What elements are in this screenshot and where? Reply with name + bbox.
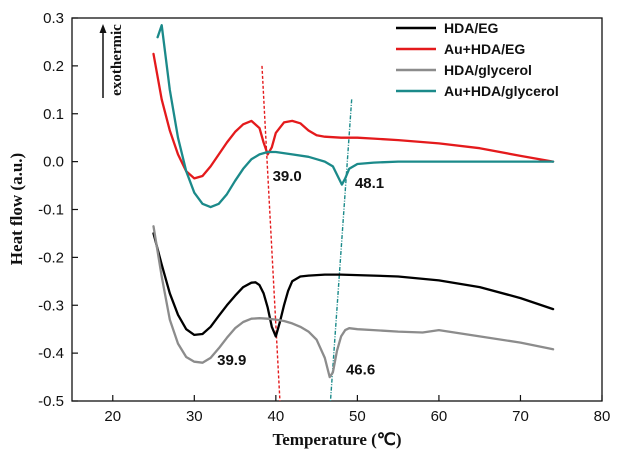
x-tick-label: 30 bbox=[186, 408, 203, 425]
peak-annotations: 39.0 48.1 39.9 46.6 bbox=[217, 168, 384, 379]
exotherm-label: exothermic bbox=[109, 24, 125, 96]
y-tick-label: -0.3 bbox=[38, 297, 64, 314]
y-tick-label: -0.1 bbox=[38, 202, 64, 219]
x-axis-title: Temperature (℃) bbox=[272, 430, 401, 449]
series-layer bbox=[152, 24, 555, 379]
y-tick-label: 0.2 bbox=[43, 58, 64, 75]
peak-label: 48.1 bbox=[355, 175, 384, 192]
peak-label: 46.6 bbox=[346, 362, 375, 379]
legend-label: HDA/EG bbox=[444, 20, 499, 36]
exotherm-arrow-head bbox=[99, 24, 107, 33]
guide-line-teal bbox=[329, 99, 353, 402]
legend-label: HDA/glycerol bbox=[444, 62, 532, 78]
axis-ticks: 20 30 40 50 60 70 80 -0.5 -0.4 -0.3 -0.2 -0.1 0.0 0.1… bbox=[38, 10, 610, 425]
exotherm-indicator: exothermic bbox=[99, 24, 125, 98]
x-tick-label: 40 bbox=[268, 408, 285, 425]
guide-line-red bbox=[261, 65, 281, 402]
y-tick-label: 0.1 bbox=[43, 106, 64, 123]
peak-label: 39.9 bbox=[217, 352, 246, 369]
y-tick-label: 0.3 bbox=[43, 10, 64, 27]
y-tick-label: 0.0 bbox=[43, 154, 64, 171]
x-tick-label: 20 bbox=[104, 408, 121, 425]
series-line-hda-eg bbox=[152, 232, 555, 338]
x-tick-label: 50 bbox=[349, 408, 366, 425]
series-line-au-hda-glycerol bbox=[156, 24, 555, 209]
legend-label: Au+HDA/glycerol bbox=[444, 83, 559, 99]
x-tick-label: 80 bbox=[594, 408, 611, 425]
y-tick-label: -0.4 bbox=[38, 345, 64, 362]
y-axis-title: Heat flow (a.u.) bbox=[7, 153, 26, 265]
y-tick-label: -0.2 bbox=[38, 249, 64, 266]
peak-label: 39.0 bbox=[273, 168, 302, 185]
series-line-hda-glycerol bbox=[152, 225, 555, 379]
legend-label: Au+HDA/EG bbox=[444, 41, 525, 57]
x-tick-label: 70 bbox=[512, 408, 529, 425]
guide-lines bbox=[261, 65, 353, 402]
x-tick-label: 60 bbox=[431, 408, 448, 425]
y-tick-label: -0.5 bbox=[38, 393, 64, 410]
legend: HDA/EG Au+HDA/EG HDA/glycerol Au+HDA/glycer… bbox=[396, 20, 559, 99]
